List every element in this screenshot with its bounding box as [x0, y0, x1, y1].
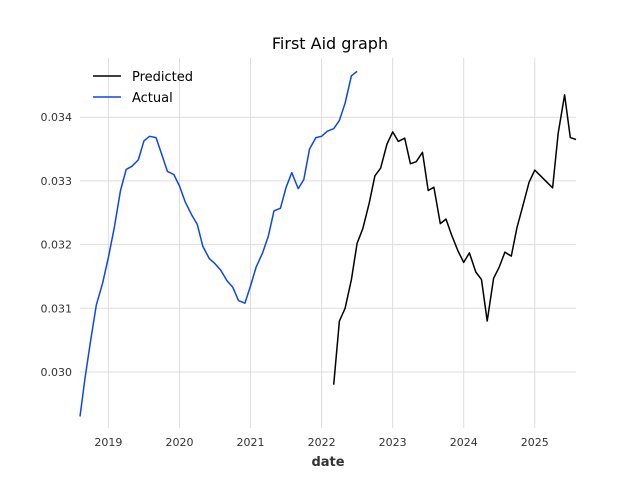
tick-labels: 2019 2020 2021 2022 2023 2024 2025 0.030 0.031 0.… — [41, 111, 549, 449]
x-tick-label: 2020 — [165, 436, 193, 449]
y-tick-label: 0.030 — [41, 366, 73, 379]
x-axis-label: date — [311, 455, 344, 470]
series-line-actual — [79, 70, 358, 417]
series-line-predicted — [332, 94, 577, 385]
x-tick-label: 2023 — [379, 436, 407, 449]
x-tick-label: 2022 — [308, 436, 336, 449]
x-tick-label: 2021 — [237, 436, 265, 449]
grid — [80, 58, 576, 428]
y-tick-label: 0.031 — [41, 302, 73, 315]
legend: Predicted Actual — [93, 70, 193, 106]
legend-label-actual: Actual — [132, 91, 173, 106]
y-tick-label: 0.032 — [41, 239, 73, 252]
x-tick-label: 2019 — [94, 436, 122, 449]
y-tick-label: 0.033 — [41, 175, 73, 188]
legend-label-predicted: Predicted — [132, 70, 193, 85]
chart-title: First Aid graph — [272, 34, 388, 53]
y-tick-label: 0.034 — [41, 111, 73, 124]
x-tick-label: 2024 — [450, 436, 478, 449]
x-tick-label: 2025 — [521, 436, 549, 449]
series-lines — [79, 70, 577, 417]
